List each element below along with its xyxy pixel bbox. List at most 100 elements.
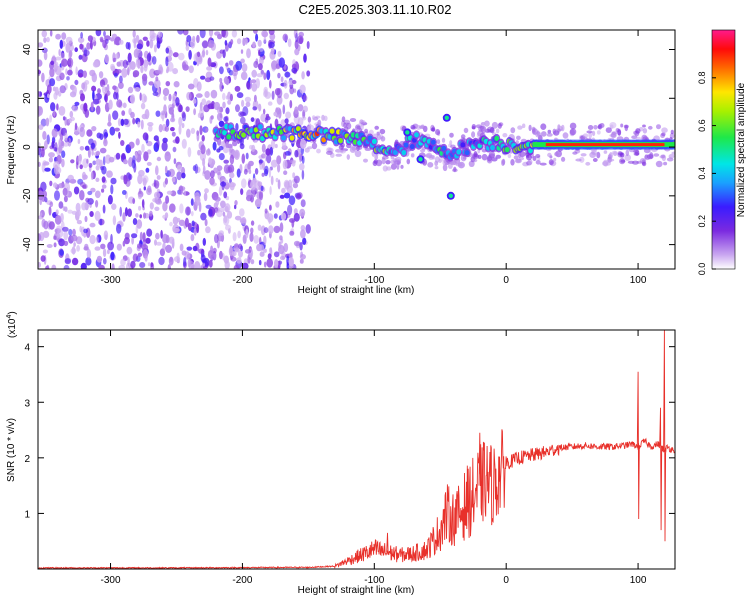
noise-speckle bbox=[187, 83, 195, 90]
snr-ytick-label: 3 bbox=[24, 398, 30, 409]
noise-speckle bbox=[123, 118, 129, 125]
noise-speckle bbox=[50, 102, 56, 112]
noise-speckle bbox=[165, 118, 170, 127]
noise-speckle bbox=[258, 244, 265, 252]
noise-speckle bbox=[104, 54, 110, 64]
noise-speckle bbox=[203, 192, 208, 202]
noise-speckle bbox=[187, 147, 192, 158]
noise-speckle bbox=[53, 235, 57, 240]
noise-speckle bbox=[299, 208, 306, 217]
noise-speckle bbox=[53, 147, 58, 152]
noise-speckle bbox=[298, 31, 305, 38]
noise-speckle bbox=[109, 126, 116, 136]
noise-speckle bbox=[243, 168, 248, 175]
noise-speckle bbox=[225, 62, 229, 67]
noise-speckle bbox=[95, 105, 101, 115]
noise-speckle bbox=[294, 106, 299, 115]
noise-speckle bbox=[295, 193, 302, 200]
noise-speckle bbox=[219, 66, 224, 75]
noise-speckle bbox=[103, 257, 107, 265]
halo-speckle bbox=[346, 154, 350, 160]
halo-speckle bbox=[510, 127, 516, 134]
noise-speckle bbox=[270, 159, 278, 168]
halo-speckle bbox=[579, 156, 585, 163]
noise-speckle bbox=[110, 184, 114, 195]
colorbar-tick-label: 0.4 bbox=[697, 167, 707, 180]
noise-speckle bbox=[283, 170, 288, 175]
noise-speckle bbox=[251, 69, 257, 78]
noise-speckle bbox=[247, 163, 251, 170]
halo-speckle bbox=[535, 154, 541, 158]
noise-speckle bbox=[216, 169, 221, 176]
noise-speckle bbox=[70, 234, 78, 242]
noise-speckle bbox=[101, 184, 107, 189]
noise-speckle bbox=[190, 198, 194, 206]
noise-speckle bbox=[137, 59, 141, 70]
noise-speckle bbox=[240, 49, 244, 54]
noise-speckle bbox=[224, 40, 228, 46]
halo-speckle bbox=[515, 140, 519, 144]
noise-speckle bbox=[132, 70, 140, 78]
halo-speckle bbox=[596, 151, 601, 159]
noise-speckle bbox=[90, 171, 94, 181]
noise-speckle bbox=[200, 75, 206, 80]
noise-speckle bbox=[301, 155, 305, 164]
noise-speckle bbox=[269, 247, 272, 253]
noise-speckle bbox=[240, 58, 245, 64]
noise-speckle bbox=[76, 219, 82, 225]
noise-speckle bbox=[53, 164, 59, 175]
noise-speckle bbox=[112, 110, 119, 120]
halo-speckle bbox=[561, 124, 565, 132]
noise-speckle bbox=[240, 217, 247, 226]
noise-speckle bbox=[294, 48, 300, 56]
noise-speckle bbox=[124, 232, 130, 240]
noise-speckle bbox=[62, 142, 70, 147]
halo-speckle bbox=[513, 155, 519, 160]
ridge-blob bbox=[456, 149, 462, 155]
ridge-blob bbox=[393, 149, 398, 155]
noise-speckle bbox=[49, 67, 55, 78]
halo-speckle bbox=[552, 128, 557, 135]
noise-speckle bbox=[70, 159, 75, 164]
noise-speckle bbox=[300, 139, 307, 149]
halo-speckle bbox=[605, 161, 611, 166]
noise-speckle bbox=[261, 172, 265, 177]
noise-speckle bbox=[168, 93, 172, 102]
noise-speckle bbox=[207, 250, 214, 259]
halo-speckle bbox=[471, 124, 476, 130]
noise-speckle bbox=[216, 210, 223, 218]
noise-speckle bbox=[201, 258, 207, 264]
noise-speckle bbox=[58, 183, 65, 189]
noise-speckle bbox=[267, 253, 272, 260]
halo-speckle bbox=[585, 161, 591, 166]
noise-speckle bbox=[210, 170, 215, 179]
noise-speckle bbox=[207, 208, 213, 217]
snr-plot-area bbox=[38, 330, 675, 569]
noise-speckle bbox=[207, 57, 212, 67]
halo-speckle bbox=[522, 123, 526, 129]
noise-speckle bbox=[67, 174, 74, 182]
noise-speckle bbox=[54, 190, 60, 201]
halo-speckle bbox=[535, 131, 542, 138]
noise-speckle bbox=[198, 248, 205, 254]
noise-speckle bbox=[58, 201, 64, 209]
noise-speckle bbox=[149, 202, 154, 210]
noise-speckle bbox=[123, 174, 128, 185]
noise-speckle bbox=[92, 160, 97, 166]
noise-speckle bbox=[199, 107, 204, 118]
halo-speckle bbox=[502, 133, 508, 138]
halo-speckle bbox=[441, 137, 446, 143]
noise-speckle bbox=[209, 62, 217, 68]
noise-speckle bbox=[303, 94, 308, 102]
noise-speckle bbox=[268, 167, 272, 178]
halo-speckle bbox=[442, 159, 446, 166]
colorbar-tick-label: 0.8 bbox=[697, 72, 707, 85]
noise-speckle bbox=[193, 108, 197, 116]
ridge-blob bbox=[260, 135, 265, 142]
noise-speckle bbox=[49, 78, 56, 87]
noise-speckle bbox=[68, 118, 72, 124]
halo-speckle bbox=[339, 149, 346, 154]
noise-speckle bbox=[91, 85, 97, 92]
noise-speckle bbox=[184, 217, 189, 228]
noise-speckle bbox=[261, 30, 268, 38]
